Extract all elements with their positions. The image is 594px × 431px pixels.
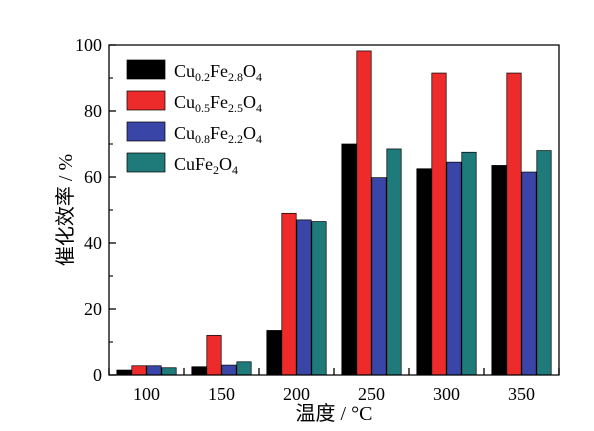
x-axis-ticks: 100 150 200 250 300 350: [108, 368, 560, 404]
bar-Cu0.2Fe2.8O4-300: [416, 168, 432, 376]
bar-Cu0.2Fe2.8O4-200: [266, 330, 282, 376]
legend: Cu0.2Fe2.8O4 Cu0.5Fe2.5O4 Cu0.8Fe2.2O4 CuFe…: [126, 59, 262, 177]
bar-Cu0.8Fe2.2O4-100: [146, 365, 162, 376]
bar-CuFe2O4-300: [461, 151, 477, 376]
x-tick-label: 250: [358, 384, 385, 404]
bar-Cu0.5Fe2.5O4-300: [431, 72, 447, 376]
y-tick-label: 0: [93, 365, 102, 385]
bar-CuFe2O4-150: [236, 361, 252, 376]
legend-swatch: [126, 90, 166, 111]
bar-Cu0.2Fe2.8O4-100: [116, 369, 132, 376]
bar-Cu0.5Fe2.5O4-200: [281, 212, 297, 376]
bar-CuFe2O4-250: [386, 148, 402, 376]
bar-Cu0.5Fe2.5O4-150: [206, 335, 222, 376]
legend-label: CuFe2O4: [174, 154, 238, 177]
legend-label: Cu0.8Fe2.2O4: [174, 123, 262, 146]
y-axis-ticks: 0 20 40 60 80 100: [75, 35, 116, 385]
x-tick-label: 100: [133, 384, 160, 404]
bar-Cu0.2Fe2.8O4-350: [491, 165, 507, 376]
legend-swatch: [126, 152, 166, 173]
y-tick-label: 100: [75, 35, 102, 55]
bar-Cu0.8Fe2.2O4-150: [221, 364, 237, 376]
bar-Cu0.2Fe2.8O4-250: [341, 143, 357, 376]
bar-CuFe2O4-350: [536, 150, 552, 376]
y-tick-label: 40: [84, 233, 102, 253]
y-tick-label: 20: [84, 299, 102, 319]
bar-Cu0.5Fe2.5O4-250: [356, 50, 372, 376]
legend-swatch: [126, 121, 166, 142]
x-tick-label: 150: [208, 384, 235, 404]
x-tick-label: 200: [283, 384, 310, 404]
bar-Cu0.5Fe2.5O4-100: [131, 365, 147, 376]
bar-Cu0.2Fe2.8O4-150: [191, 366, 207, 376]
legend-label: Cu0.2Fe2.8O4: [174, 61, 262, 84]
y-axis-title: 催化效率 / %: [54, 154, 77, 266]
bar-Cu0.8Fe2.2O4-250: [371, 177, 387, 376]
bar-Cu0.8Fe2.2O4-350: [521, 171, 537, 376]
bar-CuFe2O4-100: [161, 367, 177, 376]
legend-label: Cu0.5Fe2.5O4: [174, 92, 262, 115]
y-tick-label: 60: [84, 167, 102, 187]
y-tick-label: 80: [84, 101, 102, 121]
x-tick-label: 300: [433, 384, 460, 404]
bar-Cu0.8Fe2.2O4-300: [446, 161, 462, 376]
x-axis-title: 温度 / °C: [296, 402, 373, 425]
legend-swatch: [126, 59, 166, 80]
bar-Cu0.8Fe2.2O4-200: [296, 219, 312, 376]
x-tick-label: 350: [508, 384, 535, 404]
bar-Cu0.5Fe2.5O4-350: [506, 72, 522, 376]
bar-CuFe2O4-200: [311, 221, 327, 376]
